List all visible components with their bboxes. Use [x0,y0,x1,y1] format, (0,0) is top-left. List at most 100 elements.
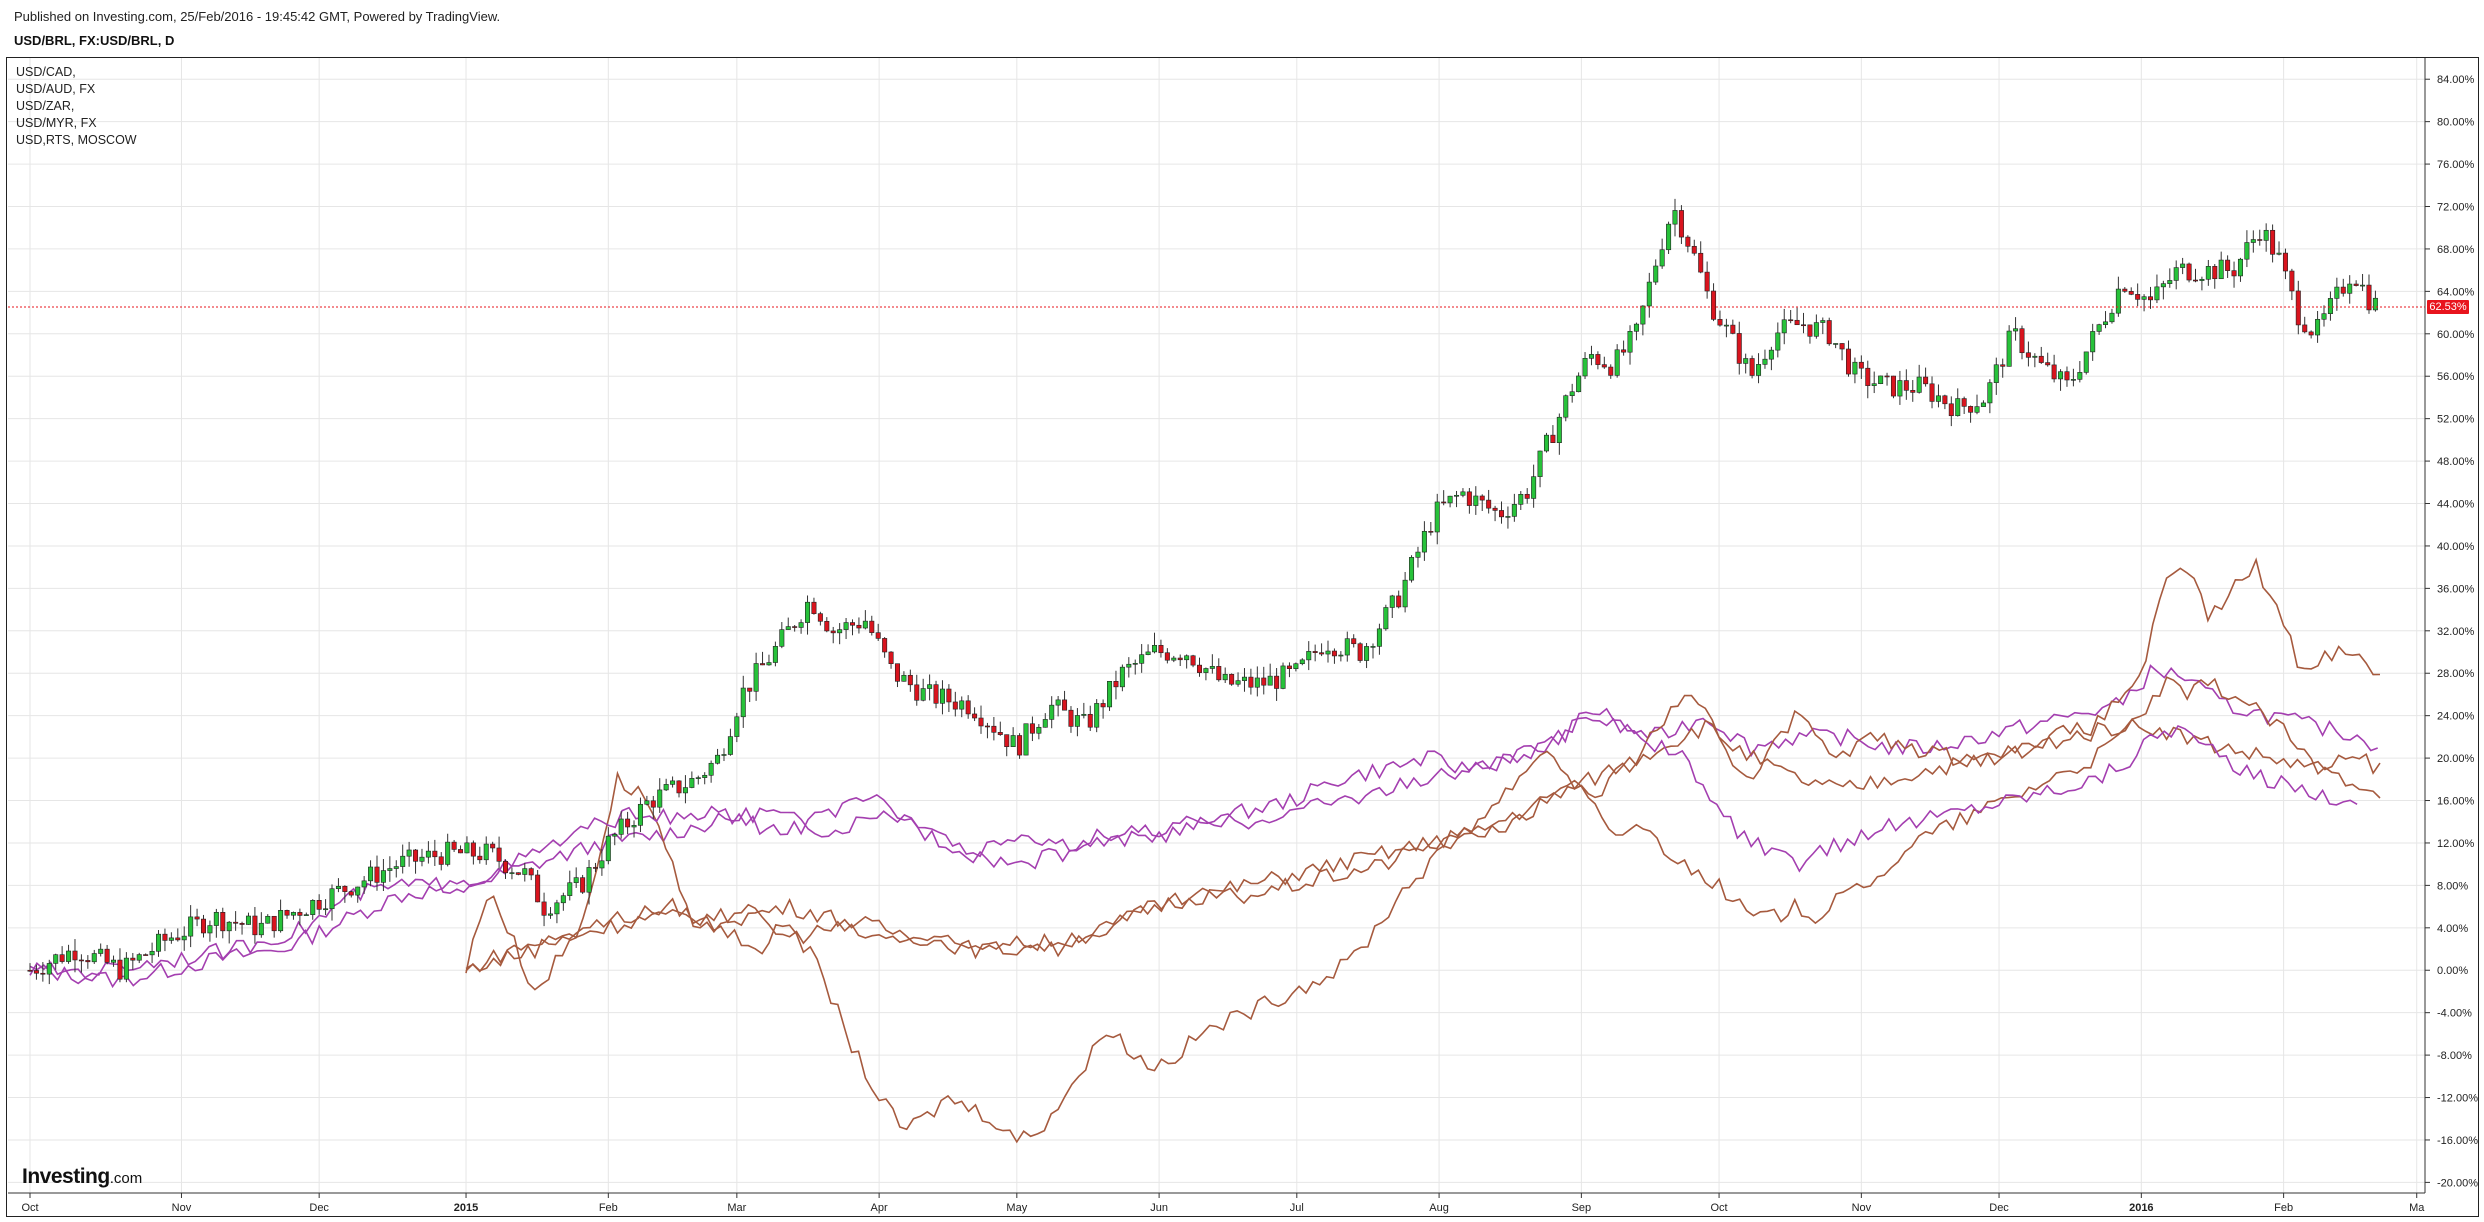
candle-up [1171,657,1177,661]
candle-up [2006,330,2012,367]
y-tick-label: 60.00% [2437,329,2475,341]
candle-up [1010,735,1016,747]
candle-down [592,867,598,869]
candle-down [1196,664,1202,673]
candle-up [547,913,553,916]
candle-up [1775,332,1781,351]
candle-up [445,841,451,865]
candle-down [2295,290,2301,326]
candle-down [1839,343,1845,350]
published-caption: Published on Investing.com, 25/Feb/2016 … [14,9,501,24]
candle-up [1421,531,1427,553]
candle-down [1685,236,1691,247]
investing-logo[interactable]: Investing.com [22,1165,142,1189]
candle-down [1698,252,1704,273]
candle-up [168,937,174,941]
candle-down [1890,375,1896,397]
candle-up [1434,501,1440,533]
candle-up [1852,361,1858,375]
y-tick-label: 24.00% [2437,711,2475,723]
candle-down [2270,229,2276,255]
candle-down [1396,595,1402,608]
candle-down [1486,499,1492,509]
candle-up [1935,395,1941,402]
candle-up [2032,355,2038,358]
candle-down [997,732,1003,735]
candle-up [400,855,406,867]
candle-up [1762,358,1768,365]
candle-down [1004,734,1010,747]
candle-up [213,912,219,926]
candle-up [1049,704,1055,720]
candle-up [111,959,117,963]
candle-up [612,834,618,837]
candle-down [342,885,348,892]
candle-down [914,684,920,701]
candle-up [2077,372,2083,380]
candle-down [1177,657,1183,661]
candle-down [2231,270,2237,277]
candle-down [1807,324,1813,337]
candle-up [837,629,843,634]
candle-down [2135,294,2141,300]
candle-up [1723,324,1729,327]
candle-down [1274,675,1280,689]
candle-down [1441,501,1447,504]
candle-up [1518,493,1524,505]
candle-down [888,651,894,664]
candle-up [1987,382,1993,404]
candle-up [1376,628,1382,647]
candle-down [984,725,990,728]
candle-down [1942,395,1948,405]
candle-down [2186,263,2192,281]
candle-down [477,855,483,861]
candle-down [1100,703,1106,708]
candle-up [1659,249,1665,267]
candle-up [618,818,624,835]
candle-up [2205,266,2211,280]
candle-down [1248,676,1254,688]
candle-up [361,880,367,888]
candle-down [1158,645,1164,654]
candle-up [567,882,573,896]
candle-down [85,960,91,963]
candle-up [2321,313,2327,320]
candle-down [2340,286,2346,294]
candle-down [1068,709,1074,727]
candle-up [2244,242,2250,260]
candle-down [1113,680,1119,688]
candle-up [901,674,907,682]
candle-up [1370,646,1376,648]
candle-up [2360,284,2366,287]
candle-up [2096,324,2102,332]
candle-up [1325,650,1331,655]
y-tick-label: 64.00% [2437,286,2475,298]
candle-up [1833,343,1839,345]
candle-up [586,867,592,893]
candle-up [682,787,688,794]
candle-down [1595,354,1601,365]
candle-up [265,915,271,924]
candle-up [522,868,528,875]
candle-down [239,923,245,925]
candle-down [271,915,277,932]
candle-down [2192,279,2198,282]
candle-up [2372,297,2378,311]
candle-up [464,842,470,854]
chart-frame[interactable] [6,57,2479,1217]
candle-down [792,626,798,628]
candle-up [1646,281,1652,307]
y-tick-label: 52.00% [2437,414,2475,426]
candle-down [650,800,656,808]
candle-up [1222,673,1228,681]
candle-up [290,912,296,916]
candle-up [657,789,663,808]
series-line-usd-cad [29,664,2378,989]
candle-up [355,886,361,896]
candle-down [2019,328,2025,354]
candle-down [824,620,830,632]
candle-up [1235,680,1241,685]
candle-up [1460,491,1466,496]
candle-up [2173,267,2179,281]
